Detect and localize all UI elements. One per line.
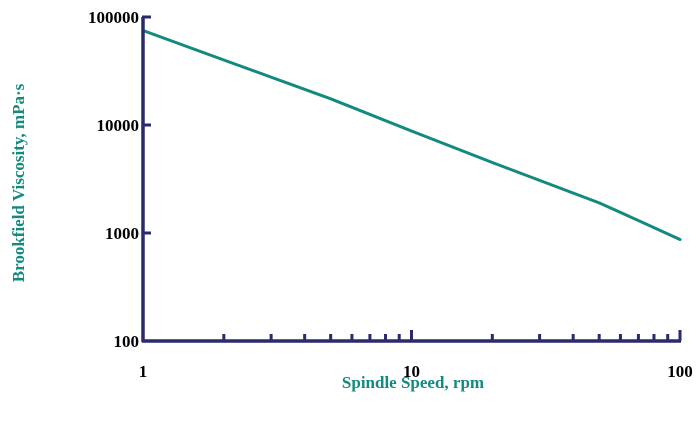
series-line-0 — [141, 29, 682, 241]
y-tick-label: 10000 — [97, 116, 140, 135]
y-axis-title: Brookfield Viscosity, mPa·s — [9, 83, 28, 282]
x-tick-label: 1 — [139, 362, 148, 381]
y-tick-label: 100 — [114, 332, 140, 351]
y-tick-label: 1000 — [105, 224, 139, 243]
y-tick-label: 100000 — [88, 8, 139, 27]
axes — [141, 15, 682, 343]
x-tick-label: 100 — [667, 362, 693, 381]
x-tick-label: 10 — [403, 362, 420, 381]
x-axis-title: Spindle Speed, rpm — [342, 373, 484, 392]
plot-area — [141, 29, 682, 241]
tick-labels: 100 1000 10000 100000 1 10 100 — [88, 8, 693, 381]
